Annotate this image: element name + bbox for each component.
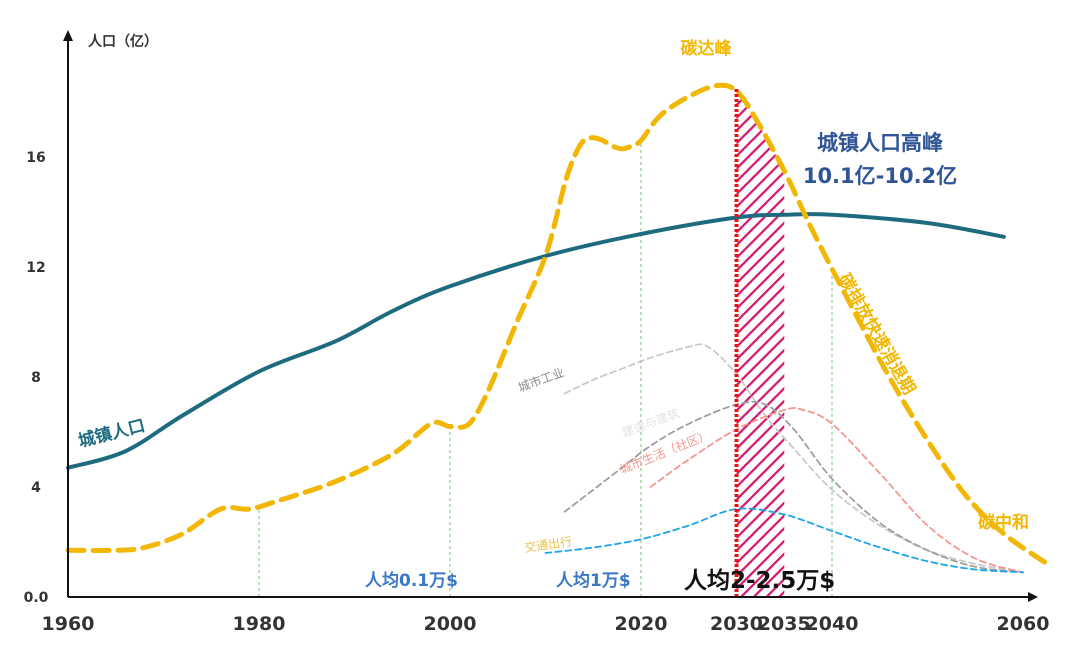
annotation-urban-peak-title: 城镇人口高峰 — [817, 131, 943, 155]
series-line-1 — [65, 82, 1055, 570]
series-group — [65, 82, 1055, 597]
axes-group: 人口（亿） — [63, 30, 1038, 602]
peak-band — [736, 91, 785, 597]
x-tick-label-2035: 2035 — [758, 613, 811, 635]
series-line-4 — [649, 407, 1024, 574]
series-line-0 — [66, 212, 1006, 470]
x-tick-label-2000: 2000 — [424, 613, 477, 635]
y-axis-label: 人口（亿） — [88, 33, 158, 50]
label-construction: 建造与建筑 — [620, 405, 682, 440]
y-axis-arrow — [63, 30, 73, 41]
annotation-income-2000: 人均0.1万$ — [365, 570, 458, 591]
label-transport: 交通出行 — [523, 533, 573, 555]
y-tick-label-16: 16 — [26, 150, 45, 166]
series-line-3 — [563, 400, 1024, 574]
x-tick-label-2040: 2040 — [806, 613, 859, 635]
x-axis-arrow — [1028, 592, 1038, 602]
x-tick-label-2060: 2060 — [997, 613, 1050, 635]
x-tick-label-2030: 2030 — [710, 613, 763, 635]
x-tick-label-1960: 1960 — [42, 613, 95, 635]
annotation-income-2020: 人均1万$ — [556, 570, 631, 591]
peak-band-group — [736, 91, 785, 597]
y-tick-label-8: 8 — [31, 370, 41, 386]
annotation-decline-phase: 碳排放快速消退期 — [834, 270, 920, 398]
y-tick-label-4: 4 — [31, 480, 41, 496]
y-tick-label-12: 12 — [26, 260, 45, 276]
x-tick-label-2020: 2020 — [615, 613, 668, 635]
annotation-urban-peak-value: 10.1亿-10.2亿 — [803, 164, 957, 188]
annotation-carbon-peak: 碳达峰 — [681, 38, 733, 59]
annotation-carbon-neutral: 碳中和 — [978, 512, 1029, 533]
grid-lines — [258, 140, 833, 597]
series-line-5 — [544, 507, 1024, 574]
annotation-income-2030: 人均2-2.5万$ — [684, 567, 835, 594]
label-city-industry: 城市工业 — [516, 364, 566, 395]
x-tick-label-1980: 1980 — [233, 613, 286, 635]
y-tick-label-0: 0.0 — [24, 590, 49, 606]
